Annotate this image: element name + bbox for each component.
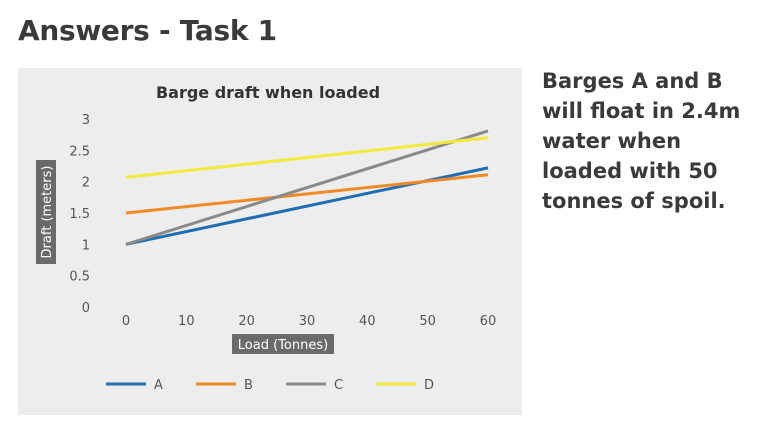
- series-lines: [125, 129, 489, 246]
- y-axis-label: Draft (meters): [40, 166, 55, 259]
- x-tick-label: 0: [122, 314, 130, 329]
- x-axis-ticks: 0 10 20 30 40 50 60: [122, 314, 496, 329]
- series-line-b: [125, 173, 489, 215]
- y-tick-label: 1.5: [69, 207, 90, 222]
- y-axis-label-group: Draft (meters): [36, 160, 56, 264]
- legend: A B C D: [106, 378, 434, 393]
- y-tick-label: 2: [82, 176, 90, 191]
- page-title: Answers - Task 1: [18, 14, 277, 47]
- chart: Barge draft when loaded 0 0.5 1 1.5 2 2.5 3 0 1…: [36, 83, 496, 393]
- y-tick-label: 1: [82, 238, 90, 253]
- x-tick-label: 40: [359, 314, 376, 329]
- answer-text: Barges A and B will float in 2.4m water …: [542, 69, 741, 213]
- y-tick-label: 0: [82, 301, 90, 316]
- x-tick-label: 10: [178, 314, 195, 329]
- series-line-d: [125, 136, 489, 179]
- x-tick-label: 30: [299, 314, 316, 329]
- y-tick-label: 0.5: [69, 270, 90, 285]
- y-axis-ticks: 0 0.5 1 1.5 2 2.5 3: [69, 113, 90, 316]
- series-line-c: [125, 129, 489, 246]
- x-tick-label: 20: [238, 314, 255, 329]
- x-tick-label: 50: [419, 314, 436, 329]
- legend-label-b: B: [244, 378, 253, 393]
- chart-panel: Barge draft when loaded 0 0.5 1 1.5 2 2.5 3 0 1…: [18, 68, 522, 415]
- legend-label-a: A: [154, 378, 163, 393]
- x-axis-label: Load (Tonnes): [238, 338, 328, 353]
- y-axis-label-bg: [36, 160, 56, 264]
- y-tick-label: 3: [82, 113, 90, 128]
- legend-label-c: C: [334, 378, 343, 393]
- chart-title: Barge draft when loaded: [156, 83, 380, 102]
- legend-label-d: D: [424, 378, 434, 393]
- y-tick-label: 2.5: [69, 144, 90, 159]
- x-axis-label-bg: [232, 334, 334, 354]
- x-tick-label: 60: [480, 314, 497, 329]
